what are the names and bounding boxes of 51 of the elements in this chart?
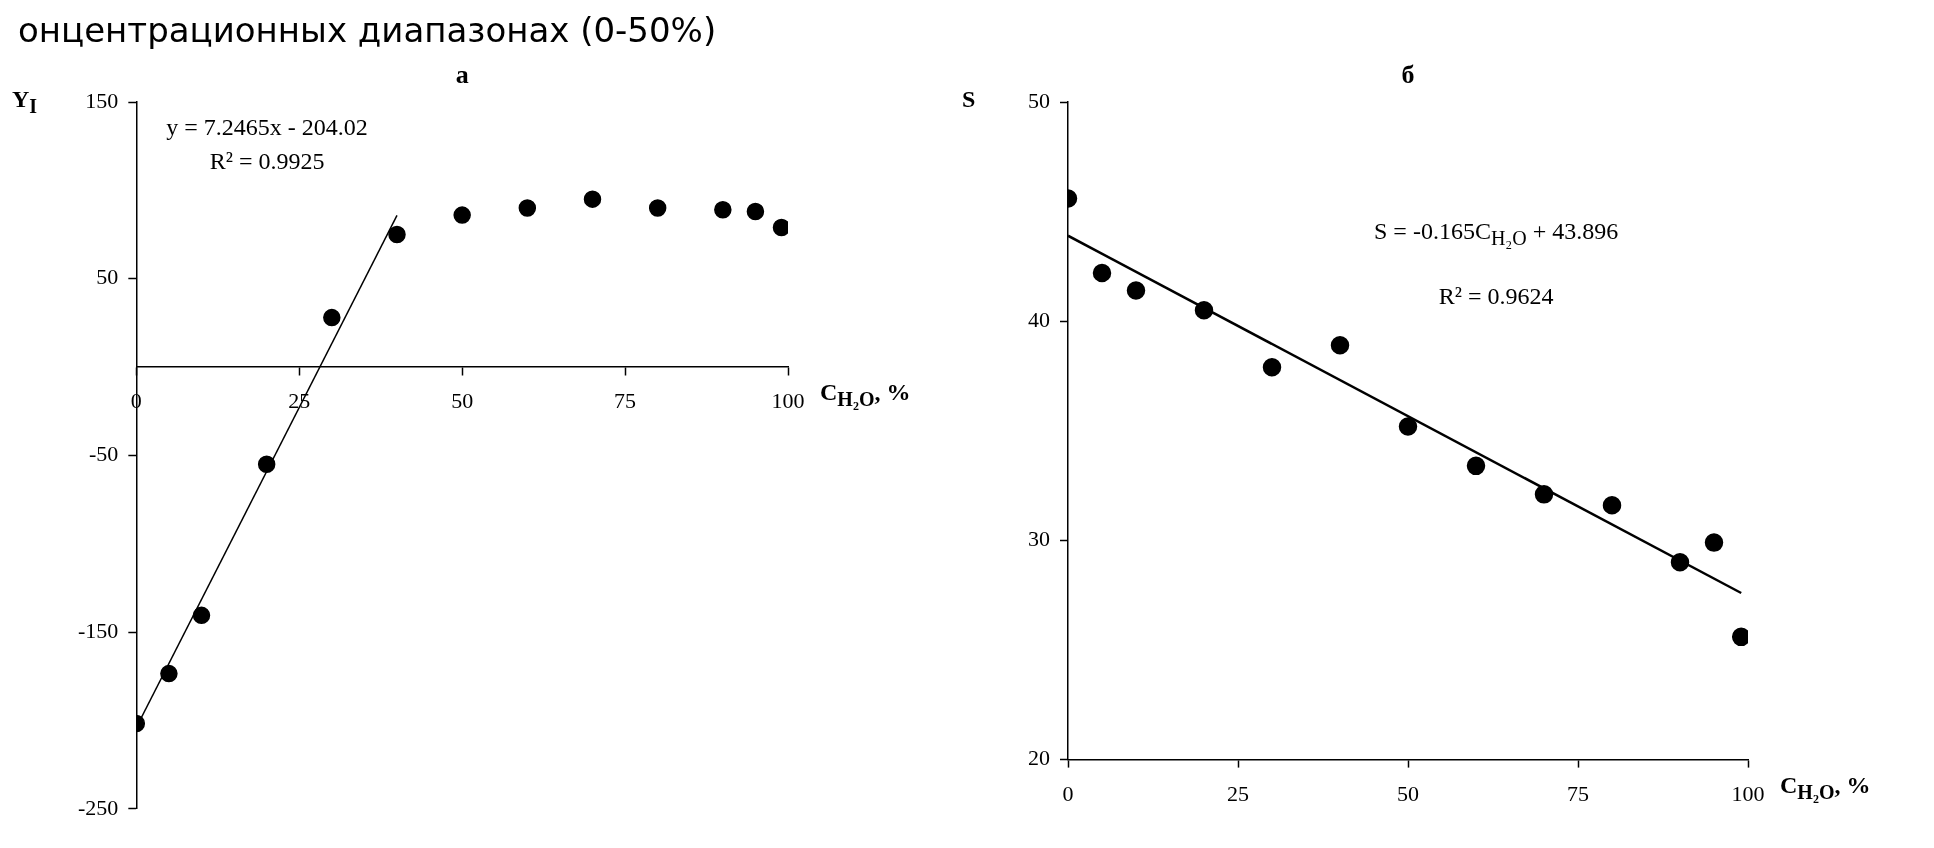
x-tick-label: 100 bbox=[771, 388, 805, 414]
y-tick-label: -250 bbox=[78, 794, 119, 820]
x-tick-label: 75 bbox=[614, 388, 637, 414]
y-tick-label: -150 bbox=[78, 617, 119, 643]
point bbox=[453, 206, 471, 224]
point bbox=[1602, 496, 1622, 515]
y-tick-label: 30 bbox=[1028, 526, 1050, 552]
x-tick-label: 75 bbox=[1567, 780, 1589, 806]
annotation: R² = 0.9624 bbox=[1437, 281, 1555, 311]
point bbox=[1704, 533, 1724, 552]
point bbox=[1126, 281, 1146, 300]
x-tick-label: 0 bbox=[1062, 780, 1074, 806]
point bbox=[1466, 456, 1486, 476]
text: онцентрационных диапазонах (0-50%) bbox=[18, 10, 717, 50]
point bbox=[1670, 553, 1690, 572]
point bbox=[192, 606, 211, 625]
chart-title: а bbox=[455, 60, 469, 90]
x-axis-title: C$_{H₂O}$, % bbox=[820, 379, 911, 411]
point bbox=[1194, 300, 1214, 320]
y-tick-label: 20 bbox=[1028, 745, 1050, 771]
point bbox=[648, 199, 667, 217]
point bbox=[1398, 417, 1418, 436]
y-axis-title: S bbox=[962, 86, 976, 113]
chart-title: б bbox=[1401, 60, 1415, 90]
point bbox=[746, 202, 765, 221]
annotation: S = -0.165C$_{H₂O}$ + 43.896 bbox=[1374, 217, 1619, 251]
x-axis-title: C$_{H₂O}$, % bbox=[1780, 771, 1871, 804]
y-tick-label: 50 bbox=[96, 264, 119, 290]
x-tick-label: 50 bbox=[1397, 780, 1419, 806]
y-tick-label: -50 bbox=[89, 441, 119, 467]
x-tick-label: 25 bbox=[1227, 780, 1249, 806]
point bbox=[1092, 263, 1112, 283]
annotation: y = 7.2465x - 204.02 bbox=[166, 113, 368, 142]
point bbox=[518, 199, 537, 217]
y-tick-label: 150 bbox=[85, 87, 119, 113]
point bbox=[257, 455, 276, 473]
annotation: R² = 0.9925 bbox=[208, 147, 326, 176]
y-axis-title: Y$_{I}$ bbox=[12, 86, 38, 118]
point bbox=[1534, 485, 1554, 504]
point bbox=[1262, 357, 1282, 377]
point bbox=[323, 308, 341, 327]
x-tick-label: 50 bbox=[451, 388, 474, 414]
point bbox=[1330, 336, 1350, 355]
point bbox=[583, 190, 602, 208]
point bbox=[388, 225, 406, 244]
x-tick-label: 100 bbox=[1731, 780, 1765, 806]
point bbox=[772, 218, 788, 237]
point bbox=[714, 201, 732, 219]
point bbox=[160, 664, 178, 683]
y-tick-label: 40 bbox=[1028, 306, 1050, 332]
y-tick-label: 50 bbox=[1028, 87, 1050, 113]
